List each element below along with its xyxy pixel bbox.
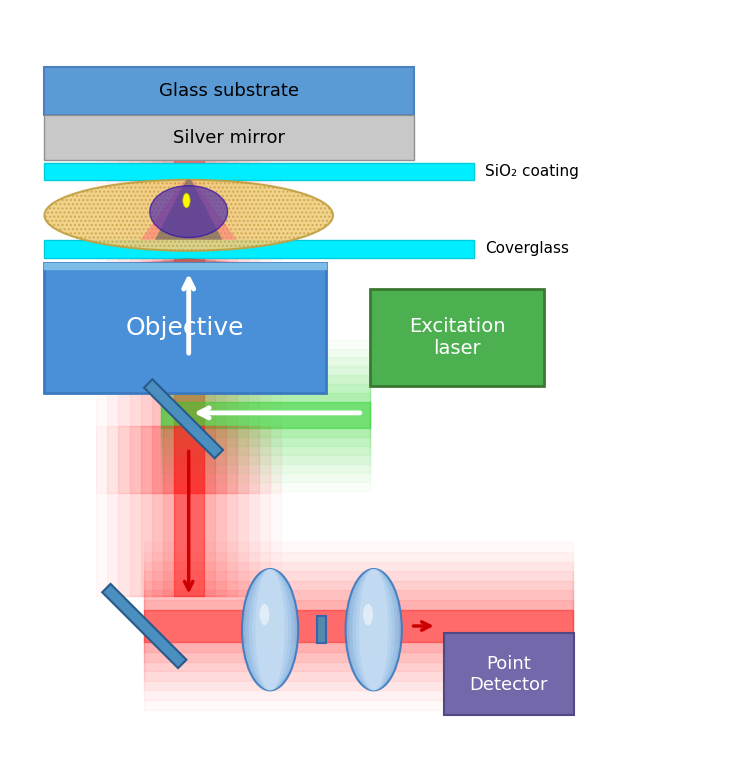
Bar <box>44 67 414 116</box>
Bar <box>44 264 326 268</box>
Bar <box>44 240 474 258</box>
Polygon shape <box>141 258 237 264</box>
Ellipse shape <box>249 569 292 690</box>
Bar <box>44 116 414 160</box>
Text: SiO₂ coating: SiO₂ coating <box>485 164 579 179</box>
Text: Point
Detector: Point Detector <box>469 655 548 693</box>
Text: Coverglass: Coverglass <box>485 241 569 257</box>
Ellipse shape <box>260 604 269 625</box>
Ellipse shape <box>246 569 295 690</box>
Ellipse shape <box>359 569 388 690</box>
Ellipse shape <box>150 186 228 237</box>
Polygon shape <box>144 379 223 458</box>
Ellipse shape <box>363 604 373 625</box>
Polygon shape <box>102 584 186 668</box>
Ellipse shape <box>349 569 398 690</box>
Text: Excitation
laser: Excitation laser <box>408 317 505 358</box>
Text: Glass substrate: Glass substrate <box>159 82 300 100</box>
Ellipse shape <box>255 569 285 690</box>
Ellipse shape <box>356 569 391 690</box>
Ellipse shape <box>346 569 402 690</box>
Ellipse shape <box>352 569 395 690</box>
Bar <box>444 634 574 715</box>
Bar <box>44 163 474 180</box>
Bar <box>44 264 326 393</box>
Polygon shape <box>155 180 223 240</box>
Ellipse shape <box>252 569 288 690</box>
Bar <box>370 289 544 386</box>
Polygon shape <box>122 258 255 264</box>
Polygon shape <box>141 180 237 240</box>
Ellipse shape <box>44 180 333 251</box>
Text: Objective: Objective <box>126 316 244 340</box>
Text: Silver mirror: Silver mirror <box>173 129 286 146</box>
Ellipse shape <box>242 569 298 690</box>
Ellipse shape <box>183 193 190 208</box>
Bar <box>317 616 326 643</box>
